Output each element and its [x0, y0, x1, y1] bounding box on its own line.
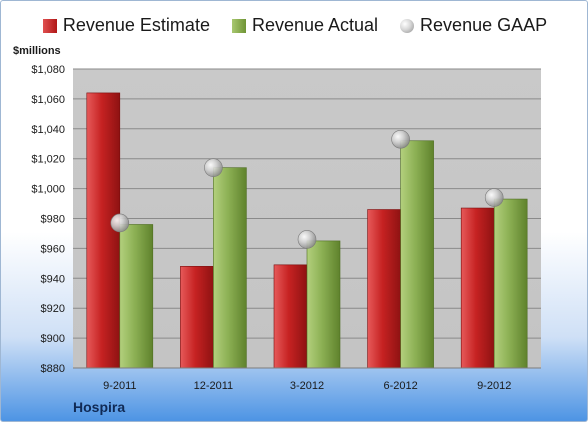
legend-swatch-revenue-actual — [231, 18, 246, 33]
x-tick-label: 3-2012 — [290, 380, 324, 392]
legend-item-revenue-gaap: Revenue GAAP — [400, 15, 547, 36]
revenue-actual-bar — [400, 140, 434, 369]
revenue-actual-bar — [119, 224, 154, 369]
legend-label-revenue-gaap: Revenue GAAP — [420, 15, 548, 35]
revenue-gaap-marker — [484, 188, 504, 207]
legend-item-revenue-estimate: Revenue Estimate — [42, 15, 210, 36]
y-tick-label: $940 — [41, 273, 65, 285]
y-tick-label: $1,080 — [31, 64, 65, 76]
revenue-gaap-marker — [391, 129, 410, 149]
revenue-gaap-marker — [204, 158, 223, 177]
bars — [86, 92, 528, 369]
revenue-actual-bar — [306, 240, 341, 369]
revenue-gaap-marker — [297, 230, 317, 249]
revenue-estimate-bar — [180, 266, 214, 369]
legend-swatch-revenue-gaap — [400, 18, 415, 33]
revenue-actual-bar — [493, 198, 528, 369]
x-tick-label: 9-2012 — [477, 380, 511, 392]
x-axis-ticks: 9-2011 12-2011 3-2012 6-2012 9-2012 — [103, 380, 511, 392]
y-tick-label: $900 — [41, 333, 65, 345]
y-tick-label: $920 — [41, 303, 65, 315]
y-tick-label: $1,040 — [31, 124, 65, 136]
x-tick-label: 12-2011 — [194, 380, 234, 392]
legend-swatch-revenue-estimate — [42, 18, 57, 33]
legend-item-revenue-actual: Revenue Actual — [231, 15, 379, 36]
revenue-estimate-bar — [460, 207, 495, 369]
y-tick-label: $960 — [41, 243, 65, 255]
x-tick-label: 9-2011 — [103, 380, 136, 392]
revenue-estimate-bar — [273, 264, 308, 369]
y-tick-label: $1,000 — [31, 184, 65, 196]
x-tick-label: 6-2012 — [383, 380, 417, 392]
y-axis-unit-label: $millions — [13, 45, 61, 57]
y-axis-ticks: $880 $900 $920 $940 $960 $980 $1,000 $1,020 $1,0… — [31, 64, 65, 375]
y-tick-label: $880 — [41, 363, 65, 375]
gaap-markers — [110, 129, 504, 249]
y-tick-label: $980 — [41, 214, 65, 226]
y-tick-label: $1,060 — [31, 94, 65, 106]
legend-label-revenue-actual: Revenue Actual — [251, 15, 379, 35]
legend-label-revenue-estimate: Revenue Estimate — [62, 15, 210, 35]
legend: Revenue Estimate Revenue Actual Revenue … — [1, 15, 587, 36]
revenue-estimate-bar — [367, 209, 401, 369]
company-name: Hospira — [73, 399, 126, 415]
revenue-gaap-marker — [110, 213, 130, 233]
y-tick-label: $1,020 — [31, 154, 65, 166]
revenue-actual-bar — [213, 167, 247, 369]
